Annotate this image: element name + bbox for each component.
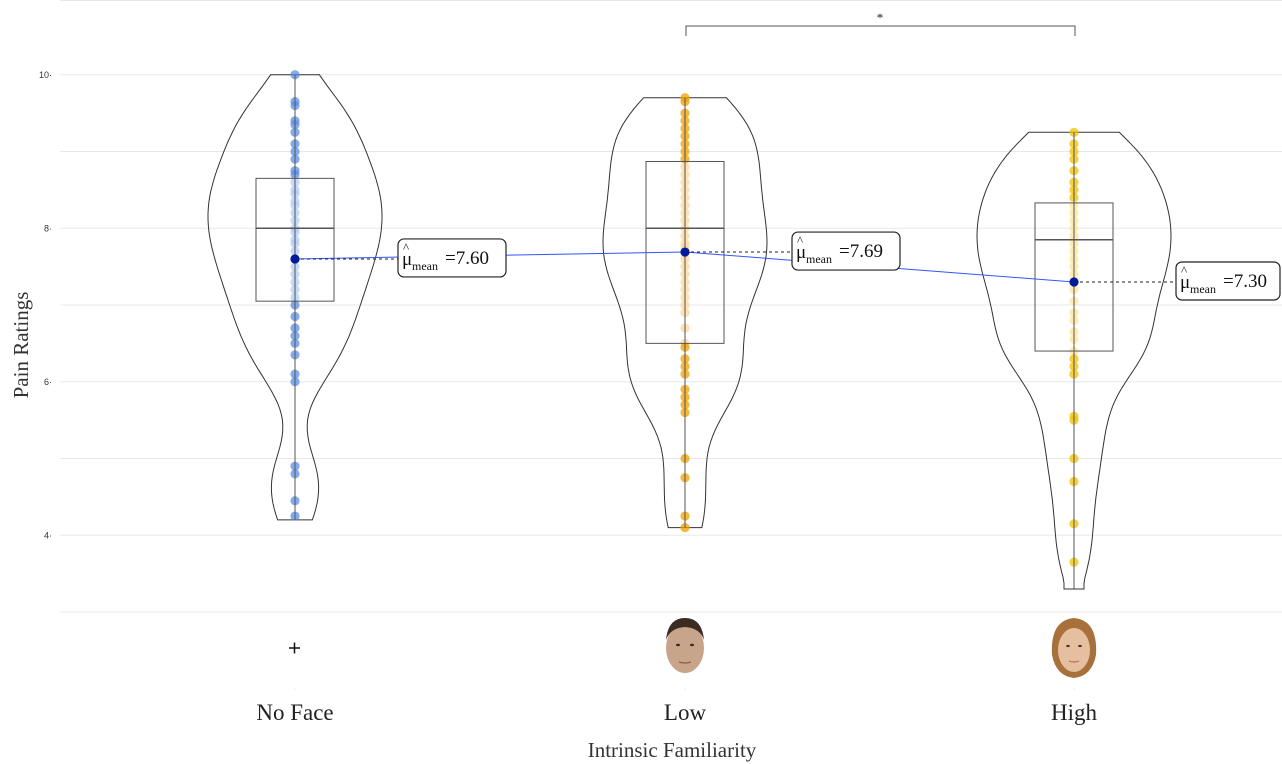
female-face-icon [1051,618,1097,678]
x-category-label: No Face [256,700,333,725]
mean-label-hat: ^ [403,240,409,255]
face-eye [1066,644,1070,648]
mean-label: μ^mean =7.69 [791,231,901,271]
face-skin [1058,628,1090,672]
mean-point [290,254,300,264]
mean-label: μ^mean =7.60 [397,238,507,278]
x-category-label: High [1051,700,1098,725]
mean-label-subscript: mean [412,259,438,273]
mean-label-mu: μ [796,242,806,263]
face-mouth [1068,660,1080,663]
violin-outline [602,97,768,529]
mean-label-hat: ^ [1181,263,1187,278]
y-tick-label: 10· [39,70,52,80]
fixation-cross-icon [289,642,300,654]
mean-label: μ^mean =7.30 [1175,261,1281,301]
mean-label-value: =7.69 [839,241,883,262]
mean-label-box [791,231,901,271]
data-points [290,70,1079,567]
x-tick-mark: · [684,687,686,693]
face-eye [1078,644,1082,648]
mean-label-mu: μ [402,249,412,270]
face-eye [676,643,680,647]
violin-outline [207,74,383,521]
grid-lines [60,0,1282,613]
mean-label-value: =7.30 [1223,271,1267,292]
data-point [680,522,690,533]
category-icons [289,618,1097,678]
mean-label-mu: μ [1180,272,1190,293]
y-axis-ticks: 4· 6· 8· 10· [39,70,52,541]
mean-point [680,247,690,257]
x-tick-mark: · [294,687,296,693]
mean-label-subscript: mean [806,252,832,266]
y-tick-label: 8· [44,223,52,233]
mean-label-subscript: mean [1190,282,1216,296]
significance-label: * [877,10,884,25]
box [255,177,335,302]
x-category-label: Low [664,700,707,725]
mean-label-box [1175,261,1281,301]
violins [207,74,1172,590]
y-tick-label: 4· [44,530,52,540]
mean-label-box [397,238,507,278]
male-face-icon [666,618,704,673]
x-axis-categories: · No Face · Low · High [256,687,1097,725]
x-tick-mark: · [1073,687,1075,693]
mean-point [1069,277,1079,287]
mean-label-value: =7.60 [445,248,489,269]
box [1034,202,1114,352]
x-axis-title: Intrinsic Familiarity [588,738,757,762]
mean-label-hat: ^ [797,233,803,248]
face-skin [666,623,704,673]
face-eye [690,643,694,647]
y-tick-label: 6· [44,377,52,387]
violin-outline [976,131,1172,590]
significance-bracket: * [685,10,1076,36]
mean-trend: μ^mean =7.60 μ^mean =7.69μ^mean =7.30 [290,231,1281,301]
y-axis-title: Pain Ratings [9,292,33,399]
face-hair [666,618,704,640]
face-mouth [678,661,692,664]
